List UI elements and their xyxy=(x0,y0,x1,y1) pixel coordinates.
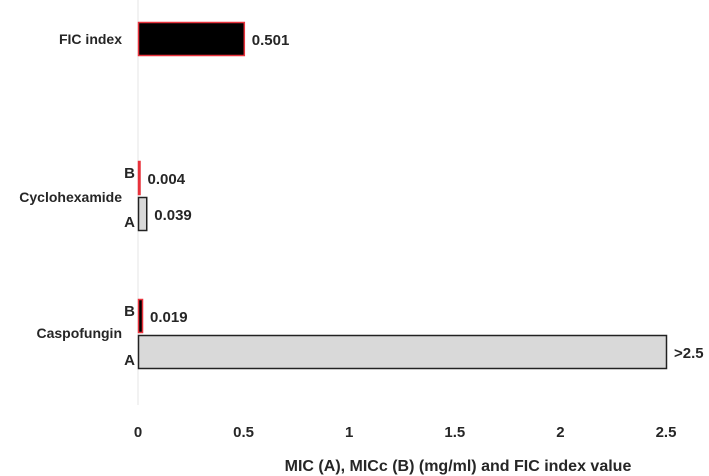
value-label-caspofungin-b: 0.019 xyxy=(150,309,188,326)
x-tick-label-5: 2.5 xyxy=(656,424,677,441)
series-label-cyclohexamide-a: A xyxy=(124,214,135,231)
chart-marks: FIC index 0.501Cyclohexamide0.004B0.039AC… xyxy=(19,21,704,370)
category-label-cyclohexamide: Cyclohexamide xyxy=(19,189,122,205)
value-label-cyclohexamide-b: 0.004 xyxy=(148,171,186,188)
category-label-fic-index: FIC index xyxy=(59,31,122,47)
bar-caspofungin-a xyxy=(137,334,668,370)
series-label-caspofungin-b: B xyxy=(124,303,135,320)
series-label-caspofungin-a: A xyxy=(124,352,135,369)
value-label-cyclohexamide-a: 0.039 xyxy=(154,207,192,224)
x-tick-label-2: 1 xyxy=(345,424,353,441)
x-axis-title: MIC (A), MICc (B) (mg/ml) and FIC index … xyxy=(285,458,632,475)
bar-cyclohexamide-a xyxy=(137,196,148,232)
value-label-caspofungin-a: >2.5 xyxy=(674,345,704,362)
category-label-caspofungin: Caspofungin xyxy=(36,325,122,341)
bar-caspofungin-b xyxy=(137,298,144,334)
x-tick-label-0: 0 xyxy=(134,424,142,441)
bar-cyclohexamide-b xyxy=(137,160,141,196)
x-axis-ticks: 0 0.5 1 1.5 2 2.5 xyxy=(134,424,677,441)
value-label-fic-index-value: 0.501 xyxy=(252,32,290,49)
bar-fic-index-value xyxy=(137,21,246,57)
series-label-cyclohexamide-b: B xyxy=(124,165,135,182)
x-tick-label-1: 0.5 xyxy=(233,424,254,441)
x-tick-label-3: 1.5 xyxy=(444,424,465,441)
x-tick-label-4: 2 xyxy=(556,424,564,441)
